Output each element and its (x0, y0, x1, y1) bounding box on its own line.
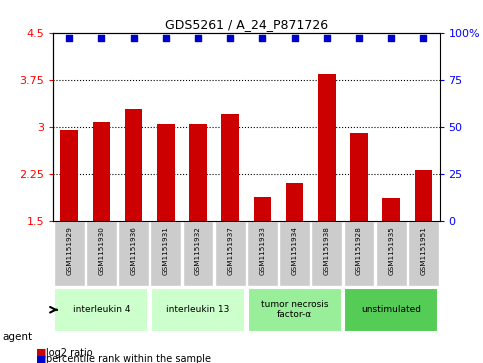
Bar (221, 114, 239, 221)
Bar (318, 74, 336, 221)
Point (65, 35, 73, 41)
Text: unstimulated: unstimulated (361, 305, 421, 314)
Point (130, 35, 138, 41)
Text: interleukin 4: interleukin 4 (72, 305, 130, 314)
Point (162, 35, 170, 41)
Text: GSM1151929: GSM1151929 (66, 226, 72, 275)
Text: GSM1151930: GSM1151930 (99, 226, 104, 275)
Text: GSM1151933: GSM1151933 (259, 226, 266, 275)
Bar (248, 288, 341, 331)
Bar (125, 109, 142, 221)
Bar (350, 133, 368, 221)
Text: GSM1151931: GSM1151931 (163, 226, 169, 275)
Title: GDS5261 / A_24_P871726: GDS5261 / A_24_P871726 (165, 19, 328, 32)
Text: GSM1151937: GSM1151937 (227, 226, 233, 275)
Bar (254, 197, 271, 221)
Text: ■: ■ (36, 348, 46, 358)
Bar (150, 221, 181, 286)
Text: GSM1151938: GSM1151938 (324, 226, 330, 275)
Point (98, 35, 105, 41)
Bar (151, 288, 245, 331)
Bar (215, 221, 246, 286)
Text: GSM1151951: GSM1151951 (420, 226, 426, 275)
Text: ■: ■ (36, 354, 46, 363)
Text: interleukin 13: interleukin 13 (166, 305, 230, 314)
Point (194, 35, 202, 41)
Bar (157, 124, 175, 221)
Point (387, 35, 395, 41)
Text: GSM1151934: GSM1151934 (292, 226, 298, 275)
Bar (247, 221, 278, 286)
Bar (376, 221, 407, 286)
Text: GSM1151936: GSM1151936 (130, 226, 137, 275)
Text: percentile rank within the sample: percentile rank within the sample (46, 354, 211, 363)
Bar (312, 221, 342, 286)
Bar (408, 221, 439, 286)
Bar (344, 288, 438, 331)
Text: GSM1151935: GSM1151935 (388, 226, 394, 275)
Bar (383, 198, 400, 221)
Bar (183, 221, 213, 286)
Text: GSM1151932: GSM1151932 (195, 226, 201, 275)
Bar (118, 221, 149, 286)
Bar (54, 221, 85, 286)
Text: GSM1151928: GSM1151928 (356, 226, 362, 275)
Bar (189, 124, 207, 221)
Point (291, 35, 298, 41)
Point (227, 35, 234, 41)
Text: tumor necrosis
factor-α: tumor necrosis factor-α (261, 300, 328, 319)
Point (355, 35, 363, 41)
Bar (55, 288, 148, 331)
Text: agent: agent (2, 331, 32, 342)
Bar (86, 221, 117, 286)
Point (258, 35, 266, 41)
Point (323, 35, 331, 41)
Bar (93, 122, 110, 221)
Bar (60, 130, 78, 221)
Bar (286, 183, 303, 221)
Point (420, 35, 427, 41)
Bar (414, 170, 432, 221)
Text: log2 ratio: log2 ratio (46, 348, 93, 358)
Bar (343, 221, 374, 286)
Bar (279, 221, 310, 286)
